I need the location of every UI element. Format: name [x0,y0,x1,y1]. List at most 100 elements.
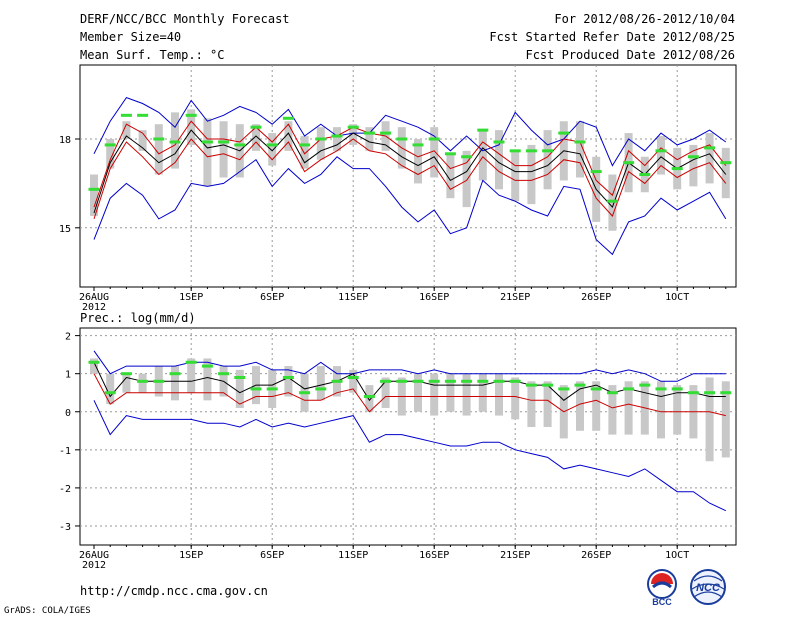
spread-box [414,373,422,412]
obs-marker [477,128,489,132]
y-tick-label: -3 [59,522,71,533]
obs-marker [558,387,570,391]
spread-box [333,127,341,151]
obs-marker [687,391,699,395]
obs-marker [655,387,667,391]
obs-marker [185,113,197,117]
spread-box [203,358,212,401]
obs-marker [493,379,505,383]
ncc-logo-text: NCC [696,582,721,594]
spread-box [106,373,115,405]
obs-marker [380,131,392,135]
obs-marker [623,161,635,165]
source-url[interactable]: http://cmdp.ncc.cma.gov.cn [80,584,268,598]
grads-credit: GrADS: COLA/IGES [4,606,91,616]
bcc-logo: BCC [642,567,682,607]
spread-box [235,369,244,408]
spread-box [284,121,293,151]
obs-marker [234,375,246,379]
spread-box [624,381,633,435]
obs-marker [120,113,132,117]
y-tick-label: -2 [59,484,71,495]
spread-box [90,358,98,374]
obs-marker [88,360,100,364]
obs-marker [671,167,683,171]
y-tick-label: -1 [59,446,71,457]
obs-marker [266,387,278,391]
spread-box [495,373,503,416]
y-tick-label: 2 [65,332,71,343]
obs-marker [606,199,618,203]
spread-box [284,366,293,397]
obs-marker [266,143,278,147]
obs-marker [153,379,165,383]
spread-box [268,133,277,166]
obs-marker [315,137,327,141]
spread-box [495,130,503,190]
obs-marker [606,391,618,395]
obs-marker [477,379,489,383]
series-line-p75 [93,120,727,208]
obs-marker [493,140,505,144]
spread-box [478,130,487,181]
spread-box [171,366,179,401]
obs-marker [201,140,213,144]
spread-box [187,358,196,393]
obs-marker [461,379,473,383]
obs-marker [185,360,197,364]
obs-marker [315,387,327,391]
obs-marker [704,391,716,395]
obs-marker [347,375,359,379]
spread-box [154,124,163,175]
spread-box [576,381,584,431]
x-tick-label: 21SEP [500,550,530,561]
obs-marker [250,125,262,129]
x-tick-label: 1SEP [179,550,203,561]
obs-marker [574,383,586,387]
obs-marker [574,140,586,144]
series-line-max [93,96,727,167]
spread-box [106,139,115,169]
spread-box [705,133,714,184]
series-line-p25 [93,138,727,220]
member-size: Member Size=40 [80,30,182,44]
spread-box [608,385,617,435]
spread-box [446,153,455,199]
spread-box [705,377,714,462]
spread-box [511,377,520,420]
x-tick-label: 6SEP [260,292,284,303]
spread-box [543,381,552,427]
spread-box [316,366,325,401]
spread-box [138,130,147,151]
obs-marker [234,143,246,147]
obs-marker [153,137,165,141]
obs-marker [623,387,635,391]
obs-marker [509,149,521,153]
spread-box [478,373,487,412]
spread-box [511,150,520,202]
obs-marker [137,113,149,117]
obs-marker [704,146,716,150]
spread-box [365,127,374,151]
spread-box [689,144,698,187]
spread-box [122,121,131,139]
spread-box [316,127,325,160]
variable-label: Mean Surf. Temp.: °C [80,48,225,62]
plot-frame [79,64,737,288]
obs-marker [218,140,230,144]
obs-marker [590,387,602,391]
y-tick-label: 15 [59,224,71,235]
spread-box [381,377,390,408]
obs-marker [558,131,570,135]
spread-box [430,373,439,416]
obs-marker [542,149,554,153]
spread-box [219,121,228,178]
obs-marker [412,379,424,383]
spread-box [657,136,665,175]
x-tick-label: 11SEP [338,292,368,303]
obs-marker [428,379,440,383]
spread-box [138,373,147,393]
obs-marker [412,143,424,147]
obs-marker [363,395,375,399]
